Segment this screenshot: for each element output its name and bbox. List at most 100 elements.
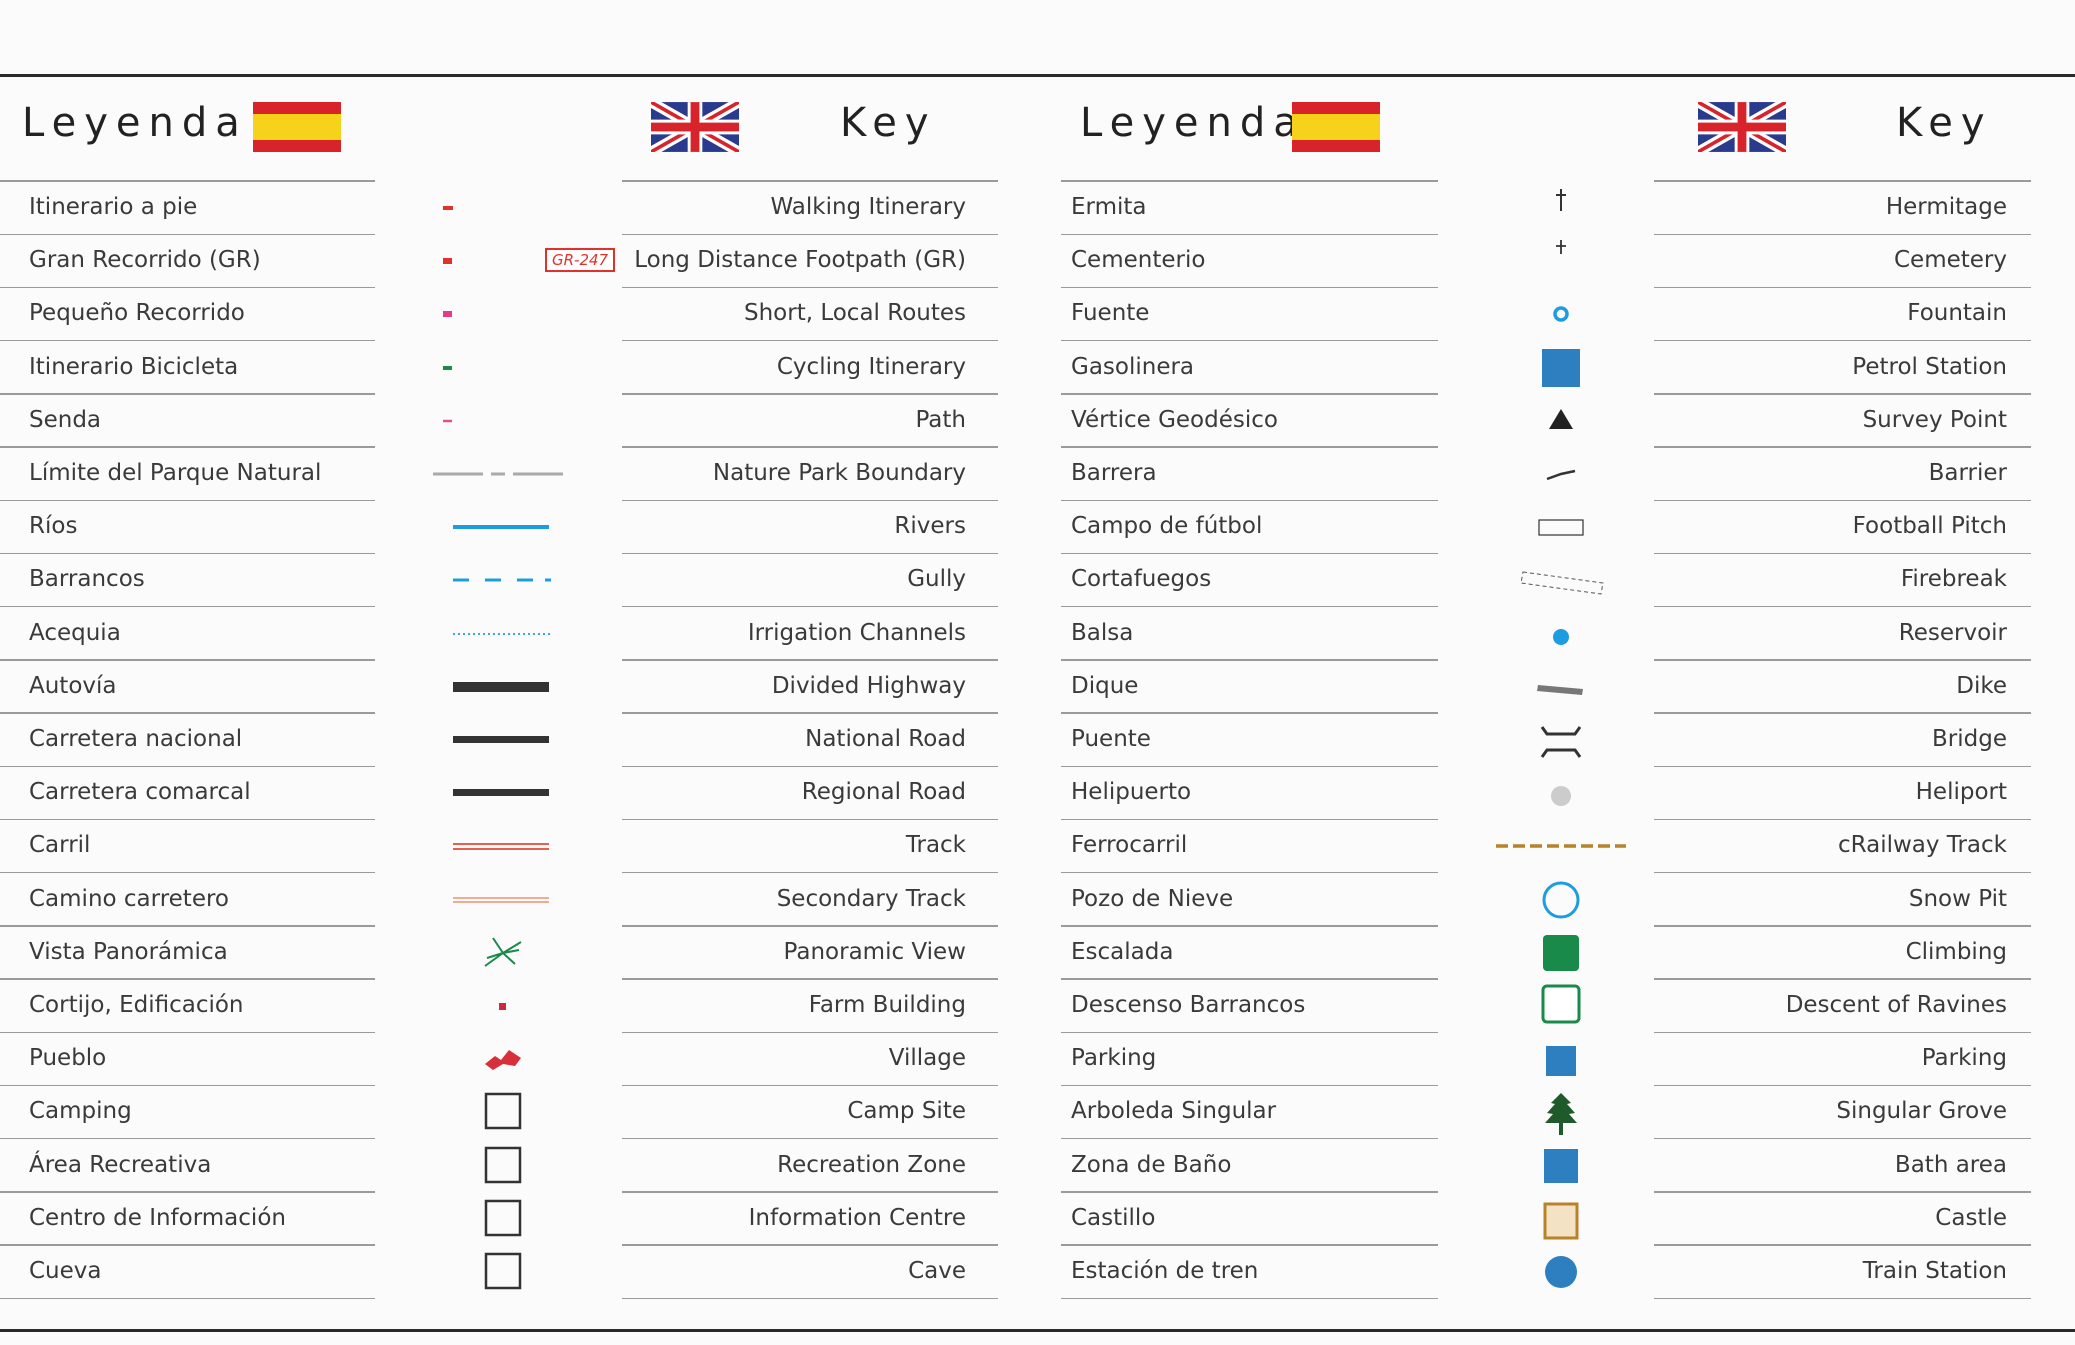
legend-row-es: Límite del Parque Natural	[29, 447, 369, 500]
legend-row-es: Vista Panorámica	[29, 926, 369, 979]
blue-dash-line-icon	[453, 578, 551, 582]
legend-row-en: Divided Highway	[606, 660, 966, 713]
leyenda-heading-left: Leyenda	[22, 100, 248, 146]
spanish-label: Puente	[1071, 726, 1151, 752]
panoramic-view-icon	[484, 937, 522, 967]
english-label: Train Station	[1862, 1258, 2007, 1284]
row-divider	[622, 233, 998, 235]
row-divider	[1061, 286, 1438, 289]
grey-boundary-line-icon	[433, 472, 563, 476]
legend-row-en: Village	[606, 1032, 966, 1085]
heliport-icon	[1551, 786, 1571, 807]
bridge-icon	[1540, 726, 1582, 758]
spanish-label: Gran Recorrido (GR)	[29, 247, 261, 274]
legend-row-en: Petrol Station	[1647, 341, 2007, 394]
english-label: Short, Local Routes	[743, 300, 966, 327]
legend-row-es: Camping	[29, 1085, 369, 1138]
legend-row-en: Dike	[1647, 660, 2007, 713]
legend-row-es: Barrancos	[29, 553, 369, 606]
row-divider	[1061, 1137, 1438, 1140]
row-divider	[0, 180, 375, 182]
legend-row-es: Cortijo, Edificación	[29, 979, 369, 1032]
leyenda-heading-right: Leyenda	[1080, 100, 1306, 146]
legend-row-en: Path	[606, 394, 966, 447]
spanish-label: Senda	[29, 406, 102, 433]
legend-row-es: Ríos	[29, 500, 369, 553]
magenta-square-line-icon	[443, 311, 452, 318]
english-label: Farm Building	[808, 992, 966, 1018]
row-divider	[622, 1084, 998, 1087]
green-dash-line-icon: 1	[443, 365, 452, 370]
row-divider	[1654, 1244, 2031, 1246]
row-divider	[1061, 818, 1438, 821]
legend-row-es: Cementerio	[1071, 234, 1411, 287]
english-label: cRailway Track	[1837, 832, 2007, 859]
info-icon	[484, 1199, 522, 1237]
legend-row-en: Hermitage	[1647, 181, 2007, 234]
key-heading-left: Key	[840, 100, 937, 146]
english-label: Information Centre	[748, 1204, 966, 1231]
row-divider	[1654, 818, 2031, 821]
spanish-label: Cortafuegos	[1071, 566, 1212, 593]
row-divider	[1061, 659, 1438, 661]
english-label: Track	[905, 832, 966, 859]
legend-row-es: Itinerario Bicicleta	[29, 341, 369, 394]
row-divider	[1061, 552, 1438, 555]
fountain-icon	[1553, 306, 1569, 323]
farm-building-icon	[499, 1003, 506, 1010]
row-divider	[0, 1191, 375, 1193]
legend-row-en: Snow Pit	[1647, 873, 2007, 926]
row-divider	[1654, 499, 2031, 501]
snowflake-icon	[1542, 881, 1580, 919]
tree-icon	[1545, 1093, 1577, 1136]
cave-icon	[484, 1252, 522, 1290]
row-divider	[1061, 871, 1438, 874]
fuel-pump-icon	[1542, 348, 1580, 387]
english-label: Long Distance Footpath (GR)	[634, 247, 966, 274]
row-divider	[622, 1137, 998, 1140]
row-divider	[0, 552, 375, 555]
row-divider	[0, 499, 375, 501]
english-label: Irrigation Channels	[747, 619, 966, 646]
spanish-label: Parking	[1071, 1045, 1157, 1072]
row-divider	[1061, 499, 1438, 501]
row-divider	[1654, 393, 2031, 395]
spanish-label: Centro de Información	[29, 1204, 286, 1231]
legend-row-en: Fountain	[1647, 287, 2007, 340]
english-label: Castle	[1935, 1204, 2007, 1231]
english-label: Petrol Station	[1852, 353, 2007, 380]
row-divider	[622, 446, 998, 448]
railway-line-icon	[1496, 844, 1626, 849]
legend-row-es: Acequia	[29, 607, 369, 660]
parking-icon: P	[1546, 1046, 1576, 1077]
spanish-label: Cementerio	[1071, 247, 1206, 274]
reservoir-icon	[1553, 628, 1569, 645]
picnic-table-icon	[484, 1146, 522, 1183]
legend-row-en: Singular Grove	[1647, 1085, 2007, 1138]
legend-row-es: Parking	[1071, 1032, 1411, 1085]
row-divider	[1654, 659, 2031, 661]
spanish-label: Carretera comarcal	[29, 779, 251, 806]
legend-row-es: Centro de Información	[29, 1192, 369, 1245]
legend-row-en: Walking Itinerary	[606, 181, 967, 234]
row-divider	[1061, 605, 1438, 608]
english-label: Village	[888, 1045, 966, 1072]
row-divider	[0, 871, 375, 874]
orange-double-line-icon	[453, 896, 549, 903]
legend-row-en: Cave	[606, 1245, 966, 1298]
spanish-label: Ríos	[29, 513, 78, 540]
row-divider	[622, 765, 998, 767]
row-divider	[1061, 180, 1438, 182]
legend-row-es: Gran Recorrido (GR)	[29, 234, 369, 287]
legend-row-es: Escalada	[1071, 926, 1411, 979]
legend-row-en: Short, Local Routes	[606, 287, 966, 340]
row-divider	[622, 339, 998, 342]
spanish-label: Camino carretero	[29, 885, 229, 912]
legend-row-en: Irrigation Channels	[606, 607, 966, 660]
legend-row-en: Heliport	[1647, 766, 2007, 819]
spain-flag-icon	[1292, 102, 1380, 152]
legend-row-es: Cortafuegos	[1071, 553, 1411, 606]
canyoning-icon	[1541, 984, 1581, 1024]
row-divider	[0, 925, 375, 927]
row-divider	[1654, 1031, 2031, 1033]
